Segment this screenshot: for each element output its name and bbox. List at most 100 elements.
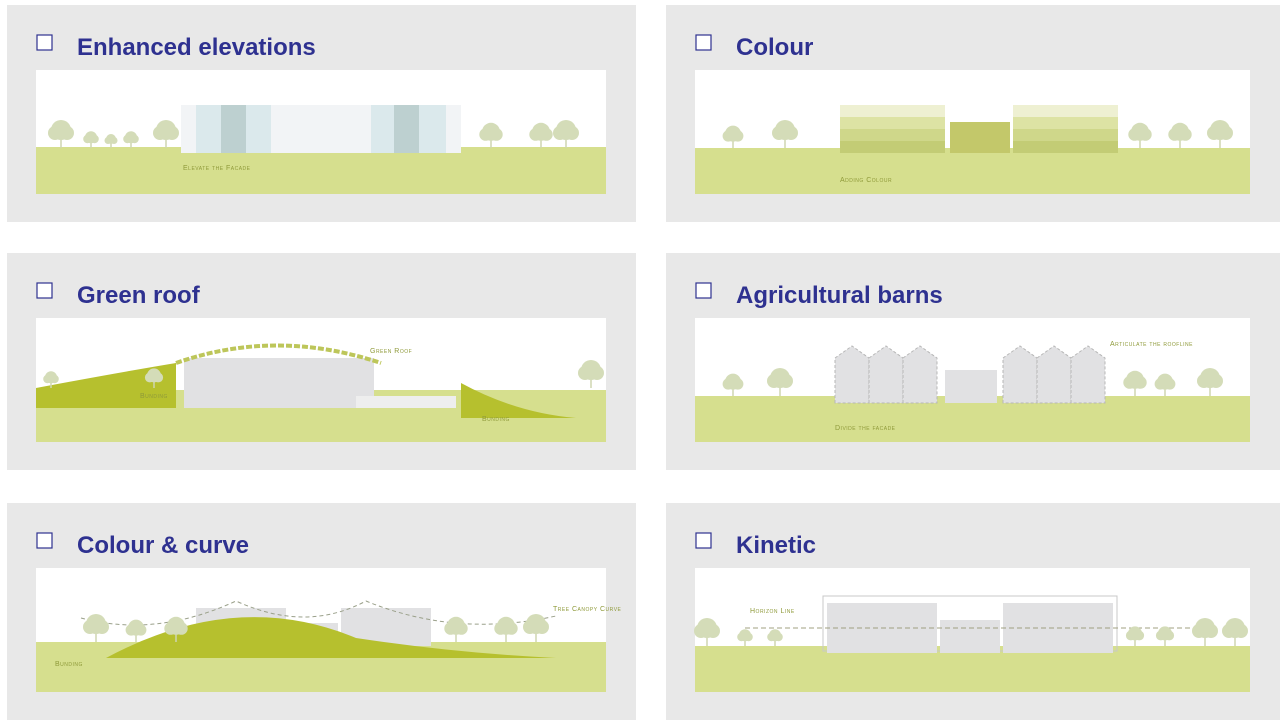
annotation: Bunding [55,661,83,668]
tree [123,134,132,144]
tree [722,378,734,390]
tree [523,620,537,634]
tree [784,126,798,140]
annotation: Articulate the roofline [1110,341,1193,348]
building [950,122,1010,153]
tree [540,128,553,141]
panel-title: Colour & curve [77,532,249,559]
tree [1234,624,1248,638]
colour-band [840,105,945,117]
tree [494,622,507,635]
tree [1207,126,1221,140]
checkbox [695,532,712,549]
tree [1155,630,1166,641]
panel-title: Enhanced elevations [77,34,316,61]
tree [1154,378,1166,390]
panel-title: Kinetic [736,532,816,559]
colour-band [1013,117,1118,129]
tree [767,632,776,642]
tree [732,130,744,142]
ground [695,646,1250,692]
tree [590,366,604,380]
barn [902,345,938,404]
colour-band [840,129,945,141]
barn [868,345,904,404]
tree [164,622,177,635]
annotation: Bunding [140,393,168,400]
tree [706,624,720,638]
tree [1168,128,1181,141]
tree [722,130,734,142]
tree [104,137,112,144]
ground [695,148,1250,194]
tree [135,624,147,636]
colour-band [1013,129,1118,141]
tree [535,620,549,634]
tree [1209,374,1223,388]
tree [732,378,744,390]
tree [153,372,164,383]
tree [1222,624,1236,638]
tree [130,134,139,144]
colour-band [1013,141,1118,153]
tree [737,632,746,642]
ground [695,396,1250,442]
colour-band [840,141,945,153]
tree [1123,376,1136,389]
tree [565,126,579,140]
tree [60,126,74,140]
annotation: Bunding [482,416,510,423]
barn [1002,345,1038,404]
annotation: Tree Canopy Curve [553,606,622,613]
building [184,358,374,408]
tree [153,126,167,140]
tree [1197,374,1211,388]
tree [144,372,155,383]
tree [95,620,109,634]
tree [553,126,567,140]
facade [394,105,419,153]
barn [834,345,870,404]
tree [1164,378,1176,390]
tree [1192,624,1206,638]
building [940,620,1000,653]
green-roof [175,343,382,365]
colour-band [1013,105,1118,117]
tree [505,622,518,635]
bund [106,617,556,658]
checkbox [36,34,53,51]
tree [1125,630,1136,641]
tree [455,622,468,635]
tree [744,632,753,642]
barn [1070,345,1106,404]
bund [36,363,176,408]
tree [490,128,503,141]
tree [1134,630,1145,641]
tree [165,126,179,140]
tree [50,374,59,384]
ground [36,147,606,194]
tree [175,622,188,635]
annotation: Adding Colour [840,177,892,184]
tree [479,128,492,141]
tree [1164,630,1175,641]
tree [772,126,786,140]
tree [48,126,62,140]
tree [1139,128,1152,141]
checkbox [695,34,712,51]
tree [1204,624,1218,638]
tree [774,632,783,642]
panel-title: Colour [736,34,813,61]
colour-band [840,117,945,129]
tree [1179,128,1192,141]
tree [767,374,781,388]
annotation: Divide the facade [835,425,896,432]
panel-title: Green roof [77,282,201,309]
bund [461,383,576,418]
tree [779,374,793,388]
checkbox [36,282,53,299]
tree [1134,376,1147,389]
tree [83,620,97,634]
annotation: Green Roof [370,348,412,355]
